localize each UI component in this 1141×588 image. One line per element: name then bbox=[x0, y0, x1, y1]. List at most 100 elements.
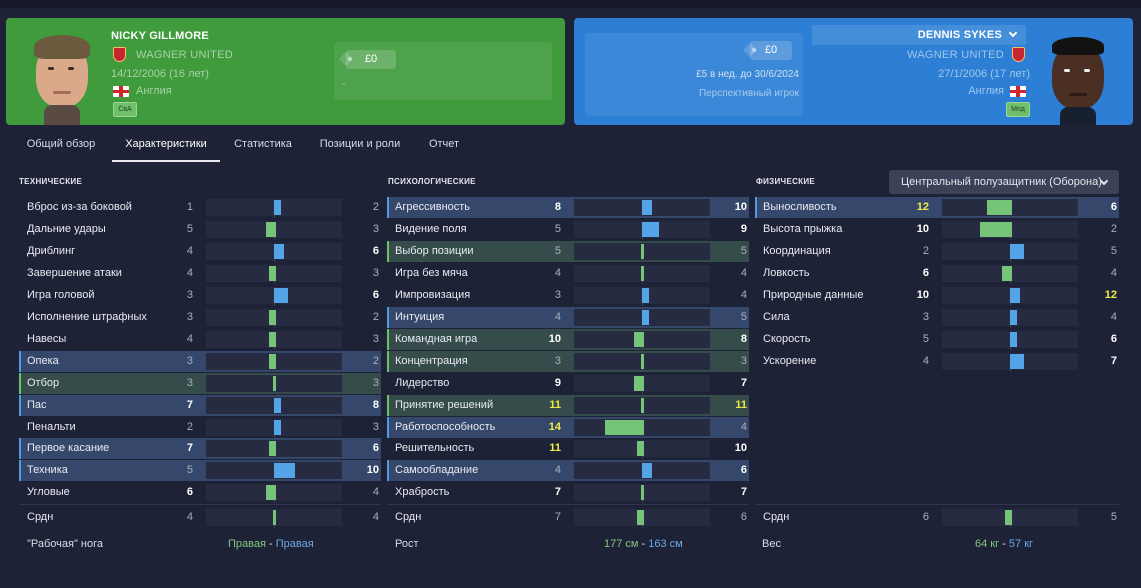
value-right: 3 bbox=[372, 377, 379, 389]
value-left: 3 bbox=[922, 311, 929, 323]
attribute-row[interactable]: Координация 2 5 bbox=[755, 241, 1119, 262]
attribute-row[interactable]: Дальние удары 5 3 bbox=[19, 219, 381, 240]
comparison-bar bbox=[206, 397, 342, 416]
attribute-row[interactable]: Вброс из-за боковой 1 2 bbox=[19, 197, 381, 218]
tab-statistics[interactable]: Статистика bbox=[234, 138, 292, 150]
value-left: 2 bbox=[186, 421, 193, 433]
role-dropdown-value: Центральный полузащитник (Оборона) bbox=[901, 176, 1102, 188]
player-status: Перспективный игрок bbox=[698, 88, 799, 99]
tab-report[interactable]: Отчет bbox=[428, 138, 460, 150]
attribute-row[interactable]: Техника 5 10 bbox=[19, 460, 381, 481]
attribute-row[interactable]: Работоспособность 14 4 bbox=[387, 417, 749, 438]
player-nation[interactable]: Англия bbox=[968, 85, 1004, 97]
attribute-row[interactable]: Исполнение штрафных 3 2 bbox=[19, 307, 381, 328]
value-panel-left: £0 - bbox=[334, 42, 552, 100]
attribute-row[interactable]: Храбрость 7 7 bbox=[387, 482, 749, 503]
value-left: 7 bbox=[554, 486, 561, 498]
attribute-label: Ловкость bbox=[763, 267, 810, 279]
attribute-row[interactable]: Решительность 11 10 bbox=[387, 438, 749, 459]
attribute-row[interactable]: Пас 7 8 bbox=[19, 395, 381, 416]
attribute-row[interactable]: Видение поля 5 9 bbox=[387, 219, 749, 240]
comparison-bar bbox=[574, 375, 710, 394]
attribute-row[interactable]: Скорость 5 6 bbox=[755, 329, 1119, 350]
comparison-bar bbox=[574, 331, 710, 350]
value-left: 10 bbox=[548, 333, 561, 345]
player-card-left[interactable]: NICKY GILLMORE WAGNER UNITED 14/12/2006 … bbox=[6, 18, 565, 125]
bar-fill-right bbox=[1010, 332, 1017, 347]
player-name[interactable]: DENNIS SYKES bbox=[917, 29, 1002, 41]
attribute-row[interactable]: Опека 3 2 bbox=[19, 351, 381, 372]
attribute-row[interactable]: Концентрация 3 3 bbox=[387, 351, 749, 372]
attribute-row[interactable]: Сила 3 4 bbox=[755, 307, 1119, 328]
contract-info: £5 в нед. до 30/6/2024 bbox=[696, 69, 799, 80]
attribute-row[interactable]: Игра головой 3 6 bbox=[19, 285, 381, 306]
attribute-row[interactable]: Завершение атаки 4 3 bbox=[19, 263, 381, 284]
tab-overview[interactable]: Общий обзор bbox=[26, 138, 96, 150]
player-club[interactable]: WAGNER UNITED bbox=[907, 49, 1004, 61]
attribute-label: Решительность bbox=[395, 442, 475, 454]
bar-fill-right bbox=[642, 200, 653, 215]
value-right: 8 bbox=[372, 399, 379, 411]
divider bbox=[755, 504, 1119, 505]
price-tag-icon: £0 bbox=[750, 41, 792, 60]
attribute-row[interactable]: Выносливость 12 6 bbox=[755, 197, 1119, 218]
tab-attributes[interactable]: Характеристики bbox=[112, 130, 220, 162]
value-right: 10 bbox=[366, 464, 379, 476]
attribute-row[interactable]: Ловкость 6 4 bbox=[755, 263, 1119, 284]
tab-positions-roles[interactable]: Позиции и роли bbox=[319, 138, 401, 150]
attribute-row[interactable]: Отбор 3 3 bbox=[19, 373, 381, 394]
attribute-row[interactable]: Импровизация 3 4 bbox=[387, 285, 749, 306]
attribute-row[interactable]: Пенальти 2 3 bbox=[19, 417, 381, 438]
player-selector[interactable] bbox=[812, 25, 1026, 45]
attribute-label: Лидерство bbox=[395, 377, 450, 389]
value-left: 11 bbox=[549, 442, 561, 454]
comparison-bar bbox=[574, 353, 710, 372]
comparison-bar bbox=[574, 309, 710, 328]
player-card-right[interactable]: DENNIS SYKES WAGNER UNITED 27/1/2006 (17… bbox=[574, 18, 1133, 125]
attribute-row[interactable]: Высота прыжка 10 2 bbox=[755, 219, 1119, 240]
role-dropdown[interactable]: Центральный полузащитник (Оборона) bbox=[889, 170, 1119, 194]
player-club[interactable]: WAGNER UNITED bbox=[136, 49, 233, 61]
attribute-row[interactable]: Ускорение 4 7 bbox=[755, 351, 1119, 372]
average-row[interactable]: Срдн 4 4 bbox=[19, 507, 381, 528]
value-left: 6 bbox=[922, 511, 929, 523]
average-row[interactable]: Срдн 7 6 bbox=[387, 507, 749, 528]
attribute-row[interactable]: Лидерство 9 7 bbox=[387, 373, 749, 394]
value-left: 4 bbox=[186, 245, 193, 257]
comparison-bar bbox=[942, 353, 1078, 372]
player-name[interactable]: NICKY GILLMORE bbox=[111, 30, 209, 42]
player-nation[interactable]: Англия bbox=[136, 85, 172, 97]
attribute-row[interactable]: Игра без мяча 4 4 bbox=[387, 263, 749, 284]
attribute-row[interactable]: Природные данные 10 12 bbox=[755, 285, 1119, 306]
value-left: 3 bbox=[186, 355, 193, 367]
player-value: £0 bbox=[364, 53, 378, 65]
comparison-bar bbox=[206, 419, 342, 438]
attribute-row[interactable]: Дриблинг 4 6 bbox=[19, 241, 381, 262]
average-row[interactable]: Срдн 6 5 bbox=[755, 507, 1119, 528]
attribute-label: Скорость bbox=[763, 333, 811, 345]
attribute-row[interactable]: Первое касание 7 6 bbox=[19, 438, 381, 459]
attribute-row[interactable]: Самообладание 4 6 bbox=[387, 460, 749, 481]
value-right: 3 bbox=[372, 267, 379, 279]
club-crest-icon bbox=[1012, 47, 1025, 62]
attribute-label: Угловые bbox=[27, 486, 70, 498]
value-right: 4 bbox=[1110, 311, 1117, 323]
attribute-label: Концентрация bbox=[395, 355, 468, 367]
value-right: 4 bbox=[372, 511, 379, 523]
attribute-row[interactable]: Навесы 4 3 bbox=[19, 329, 381, 350]
comparison-bar bbox=[574, 484, 710, 503]
footer-height-label: Рост bbox=[395, 538, 419, 550]
attribute-row[interactable]: Командная игра 10 8 bbox=[387, 329, 749, 350]
value-left: 5 bbox=[554, 223, 561, 235]
comparison-bar bbox=[206, 353, 342, 372]
value-left: 7 bbox=[186, 442, 193, 454]
comparison-bar bbox=[942, 287, 1078, 306]
attribute-row[interactable]: Угловые 6 4 bbox=[19, 482, 381, 503]
attribute-row[interactable]: Интуиция 4 5 bbox=[387, 307, 749, 328]
comparison-bar bbox=[206, 309, 342, 328]
attribute-row[interactable]: Агрессивность 8 10 bbox=[387, 197, 749, 218]
comparison-bar bbox=[574, 462, 710, 481]
value-left: 5 bbox=[554, 245, 561, 257]
attribute-row[interactable]: Выбор позиции 5 5 bbox=[387, 241, 749, 262]
attribute-row[interactable]: Принятие решений 11 11 bbox=[387, 395, 749, 416]
